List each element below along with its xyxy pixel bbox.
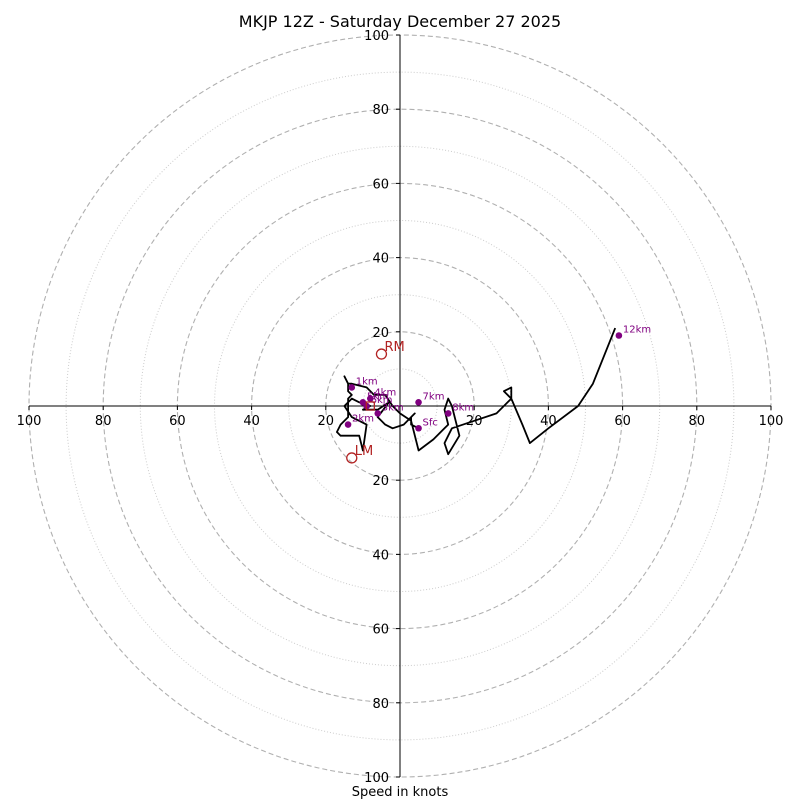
height-marker-2km xyxy=(344,421,352,428)
height-marker-12km xyxy=(615,332,623,339)
height-label-1km: 1km xyxy=(356,376,378,387)
storm-motion-marker-LM xyxy=(346,452,358,464)
tick-label-bottom-100: 100 xyxy=(364,771,389,786)
height-label-2km: 2km xyxy=(352,414,374,425)
tick-label-bottom-20: 20 xyxy=(372,474,389,489)
height-label-5km: 5km xyxy=(367,391,389,402)
tick-label-left-20: 20 xyxy=(318,414,335,429)
tick-label-right-60: 60 xyxy=(614,414,631,429)
tick-label-left-60: 60 xyxy=(169,414,186,429)
height-label-Sfc: Sfc xyxy=(423,417,438,428)
tick-label-left-40: 40 xyxy=(243,414,260,429)
tick-label-left-80: 80 xyxy=(95,414,112,429)
tick-label-bottom-60: 60 xyxy=(372,623,389,638)
storm-motion-marker-RM xyxy=(375,348,388,360)
height-marker-Sfc xyxy=(415,424,422,432)
tick-label-right-80: 80 xyxy=(689,414,706,429)
storm-motion-label-LM: LM xyxy=(355,444,373,459)
height-marker-4km xyxy=(367,395,374,402)
tick-label-bottom-40: 40 xyxy=(372,548,389,563)
x-axis-label: Speed in knots xyxy=(352,785,449,800)
height-label-4km: 4km xyxy=(374,388,396,399)
height-marker-3km xyxy=(374,410,382,417)
tick-label-top-40: 40 xyxy=(372,252,389,267)
height-marker-7km xyxy=(415,398,422,406)
height-label-3km: 3km xyxy=(382,402,404,413)
storm-motion-label-RM: RM xyxy=(384,340,404,355)
tick-label-bottom-80: 80 xyxy=(372,697,389,712)
chart-title: MKJP 12Z - Saturday December 27 2025 xyxy=(239,12,561,31)
height-label-7km: 7km xyxy=(423,391,445,402)
tick-label-top-100: 100 xyxy=(364,29,389,44)
tick-label-top-80: 80 xyxy=(372,103,389,118)
height-label-12km: 12km xyxy=(623,325,651,336)
tick-label-top-20: 20 xyxy=(372,326,389,341)
height-marker-1km xyxy=(348,384,356,391)
mean-wind-marker xyxy=(365,401,375,411)
hodograph-trace xyxy=(335,327,617,456)
tick-label-right-40: 40 xyxy=(540,414,557,429)
height-label-6km: 6km xyxy=(371,395,393,406)
tick-label-right-100: 100 xyxy=(759,414,784,429)
tick-label-left-100: 100 xyxy=(17,414,42,429)
height-marker-8km xyxy=(444,410,452,417)
tick-label-top-60: 60 xyxy=(372,177,389,192)
height-label-8km: 8km xyxy=(452,402,474,413)
